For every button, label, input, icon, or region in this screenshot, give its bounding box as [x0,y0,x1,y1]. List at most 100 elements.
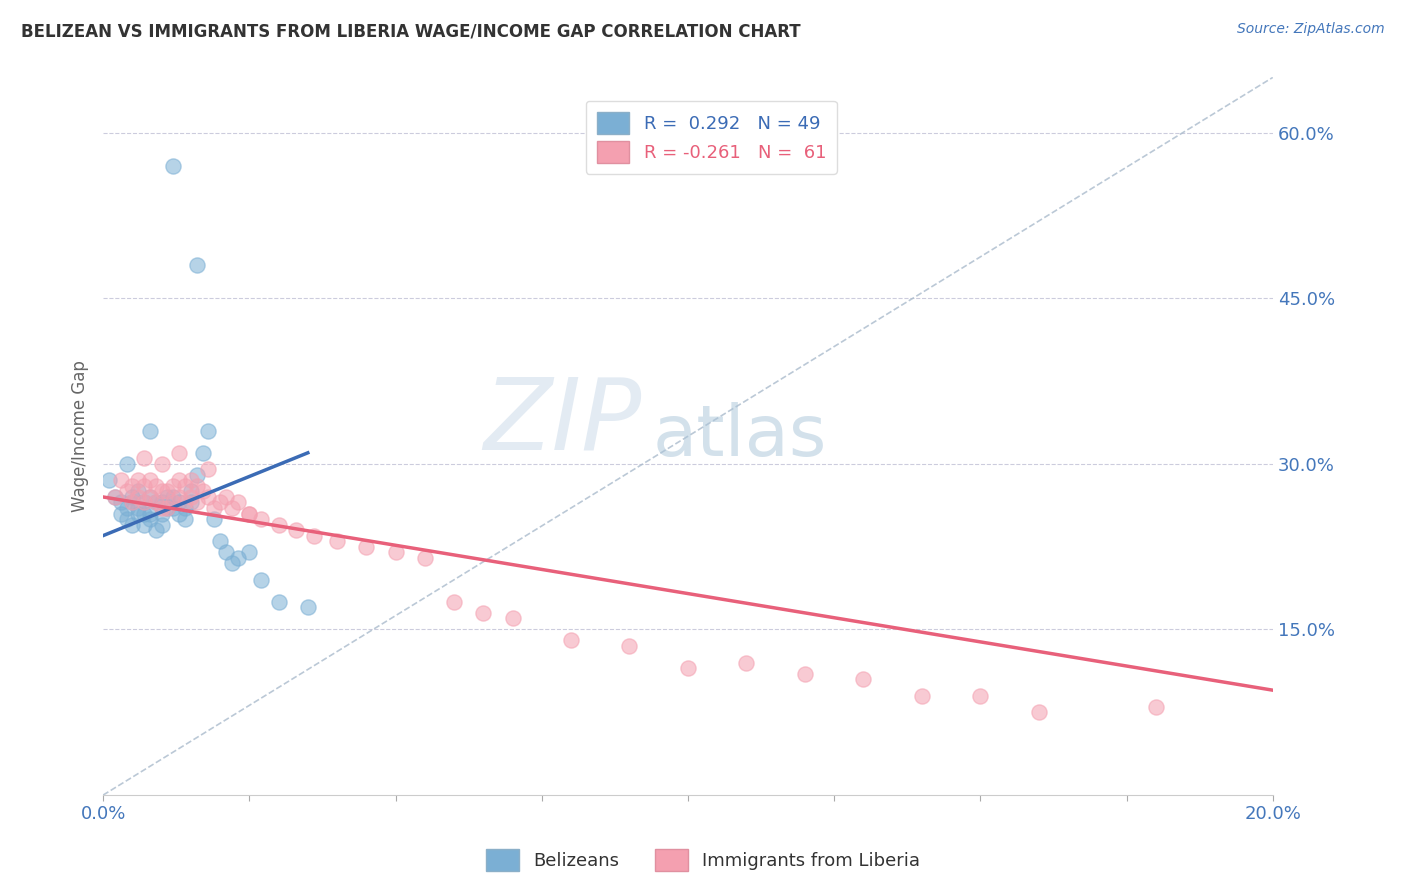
Point [186,479,208,493]
Point [267,595,290,609]
Point [191,446,214,460]
Point [167,490,190,504]
Point [413,550,436,565]
Point [619,639,641,653]
Point [98,474,121,488]
Point [150,495,173,509]
Point [110,474,132,488]
Point [110,495,132,509]
Point [443,595,465,609]
Point [127,474,149,488]
Point [132,495,155,509]
Point [150,517,173,532]
Point [139,424,162,438]
Point [156,484,179,499]
Point [250,573,273,587]
Point [156,501,179,516]
Point [174,512,197,526]
Point [180,484,202,499]
Point [969,689,991,703]
Point [911,689,934,703]
Point [186,495,208,509]
Point [115,512,138,526]
Point [104,490,127,504]
Point [115,484,138,499]
Point [326,534,349,549]
Point [238,507,260,521]
Point [132,517,155,532]
Point [384,545,406,559]
Point [139,474,162,488]
Point [180,490,202,504]
Point [150,501,173,516]
Point [115,457,138,471]
Point [132,507,155,521]
Point [162,490,184,504]
Point [121,517,143,532]
Text: ZIP: ZIP [482,374,641,470]
Point [472,606,495,620]
Point [121,479,143,493]
Point [145,523,167,537]
Point [209,534,232,549]
Point [139,490,162,504]
Point [226,495,249,509]
Point [560,633,582,648]
Point [197,490,219,504]
Point [285,523,308,537]
Point [238,507,260,521]
Point [121,495,143,509]
Point [150,507,173,521]
Point [174,501,197,516]
Point [221,501,243,516]
Point [852,672,875,686]
Point [132,451,155,466]
Point [221,556,243,570]
Point [104,490,127,504]
Point [167,474,190,488]
Point [191,484,214,499]
Point [132,495,155,509]
Point [197,462,219,476]
Point [735,656,758,670]
Point [145,495,167,509]
Point [127,501,149,516]
Point [215,490,238,504]
Point [162,495,184,509]
Text: Source: ZipAtlas.com: Source: ZipAtlas.com [1237,22,1385,37]
Point [156,490,179,504]
Text: atlas: atlas [652,401,827,471]
Point [139,490,162,504]
Point [145,495,167,509]
Point [145,479,167,493]
Point [302,528,325,542]
Legend: R =  0.292   N = 49, R = -0.261   N =  61: R = 0.292 N = 49, R = -0.261 N = 61 [586,101,837,174]
Point [186,467,208,482]
Point [174,495,197,509]
Point [202,512,225,526]
Point [1028,705,1050,719]
Point [186,258,208,272]
Point [180,474,202,488]
Point [110,507,132,521]
Point [127,507,149,521]
Point [356,540,378,554]
Point [793,666,815,681]
Point [209,495,232,509]
Point [139,512,162,526]
Point [139,507,162,521]
Text: BELIZEAN VS IMMIGRANTS FROM LIBERIA WAGE/INCOME GAP CORRELATION CHART: BELIZEAN VS IMMIGRANTS FROM LIBERIA WAGE… [21,22,800,40]
Point [150,484,173,499]
Point [1144,699,1167,714]
Point [162,501,184,516]
Point [215,545,238,559]
Point [226,550,249,565]
Point [180,495,202,509]
Point [162,479,184,493]
Point [156,501,179,516]
Point [167,446,190,460]
Point [121,490,143,504]
Point [267,517,290,532]
Point [127,490,149,504]
Point [297,600,319,615]
